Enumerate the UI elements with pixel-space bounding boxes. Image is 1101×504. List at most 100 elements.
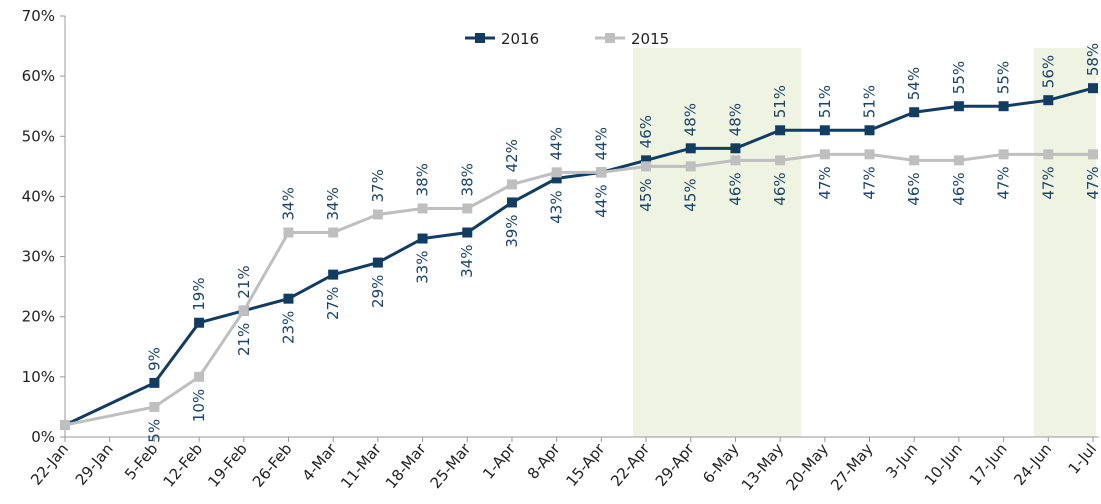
data-label: 55% [950, 61, 968, 94]
series-marker [372, 209, 383, 220]
x-tick-label: 25-Mar [427, 439, 475, 492]
data-label: 21% [235, 323, 253, 356]
series-marker [953, 101, 964, 112]
x-tick-label: 10-Jun [921, 440, 966, 489]
x-tick-label: 11-Mar [337, 439, 385, 492]
x-tick-label: 19-Feb [204, 440, 251, 491]
series-marker [328, 227, 339, 238]
x-tick-label: 26-Feb [249, 440, 296, 491]
series-marker [551, 167, 562, 178]
series-marker [909, 155, 920, 166]
y-tick-label: 30% [22, 248, 55, 266]
series-marker [685, 161, 696, 172]
data-label: 46% [637, 115, 655, 148]
x-tick-label: 27-May [827, 440, 877, 494]
data-label: 45% [637, 178, 655, 211]
data-label: 27% [324, 287, 342, 320]
data-label: 23% [279, 311, 297, 344]
series-marker [909, 107, 920, 118]
data-label: 56% [1039, 55, 1057, 88]
data-label: 48% [726, 103, 744, 136]
series-marker [194, 371, 205, 382]
series-marker [864, 149, 875, 160]
series-marker [149, 401, 160, 412]
y-tick-label: 70% [22, 7, 55, 25]
legend-label: 2015 [631, 30, 669, 48]
series-marker [372, 257, 383, 268]
data-label: 43% [548, 190, 566, 223]
x-tick-label: 4-Mar [299, 439, 341, 484]
series-marker [596, 167, 607, 178]
y-tick-label: 20% [22, 308, 55, 326]
series-marker [194, 317, 205, 328]
data-label: 5% [145, 419, 163, 443]
series-marker [685, 143, 696, 154]
data-label: 9% [145, 347, 163, 371]
legend-label: 2016 [501, 30, 539, 48]
series-marker [506, 179, 517, 190]
series-marker [283, 227, 294, 238]
x-tick-label: 8-Apr [524, 439, 564, 482]
data-label: 42% [503, 139, 521, 172]
series-marker [328, 269, 339, 280]
data-label: 46% [771, 172, 789, 205]
data-label: 47% [816, 166, 834, 199]
legend-marker [605, 33, 615, 43]
y-tick-label: 40% [22, 187, 55, 205]
series-marker [775, 155, 786, 166]
data-label: 38% [458, 163, 476, 196]
data-label: 51% [816, 85, 834, 118]
series-marker [417, 233, 428, 244]
data-label: 55% [995, 61, 1013, 94]
data-label: 29% [369, 275, 387, 308]
data-label: 38% [414, 163, 432, 196]
series-marker [819, 125, 830, 136]
series-marker [730, 143, 741, 154]
x-tick-label: 22-Apr [607, 439, 654, 490]
series-marker [953, 155, 964, 166]
series-marker [775, 125, 786, 136]
data-label: 46% [950, 172, 968, 205]
series-line [64, 152, 1093, 427]
x-tick-label: 24-Jun [1010, 440, 1055, 489]
data-label: 54% [905, 67, 923, 100]
series-marker [864, 125, 875, 136]
data-label: 47% [1039, 166, 1057, 199]
series-line [64, 86, 1094, 427]
x-tick-label: 22-Jan [27, 440, 72, 489]
y-tick-label: 0% [31, 428, 55, 446]
x-tick-label: 3-Jun [882, 440, 921, 482]
y-tick-label: 60% [22, 67, 55, 85]
series-marker [998, 101, 1009, 112]
data-label: 45% [682, 178, 700, 211]
data-label: 51% [861, 85, 879, 118]
highlight-band [633, 48, 801, 437]
series-marker [1043, 149, 1054, 160]
series-marker [819, 149, 830, 160]
data-label: 33% [414, 251, 432, 284]
data-label: 39% [503, 214, 521, 247]
data-label: 37% [369, 169, 387, 202]
x-tick-label: 5-Feb [121, 440, 161, 483]
x-tick-label: 13-May [738, 440, 788, 494]
x-tick-label: 1-Jul [1064, 440, 1100, 478]
data-label: 47% [995, 166, 1013, 199]
x-tick-label: 17-Jun [966, 440, 1011, 489]
series-marker [1088, 83, 1098, 94]
x-tick-label: 15-Apr [562, 439, 609, 490]
data-label: 44% [592, 184, 610, 217]
data-label: 34% [458, 245, 476, 278]
series-marker [506, 197, 517, 208]
data-label: 46% [905, 172, 923, 205]
data-label: 47% [861, 166, 879, 199]
x-tick-label: 18-Mar [382, 439, 430, 492]
x-tick-label: 20-May [782, 440, 832, 494]
highlight-band [1034, 48, 1096, 437]
x-tick-label: 29-Apr [652, 439, 699, 490]
data-label: 44% [548, 127, 566, 160]
data-label: 34% [324, 187, 342, 220]
legend-marker [475, 33, 485, 43]
series-marker [283, 293, 294, 304]
data-label: 19% [190, 277, 208, 310]
x-tick-label: 29-Jan [72, 440, 117, 489]
